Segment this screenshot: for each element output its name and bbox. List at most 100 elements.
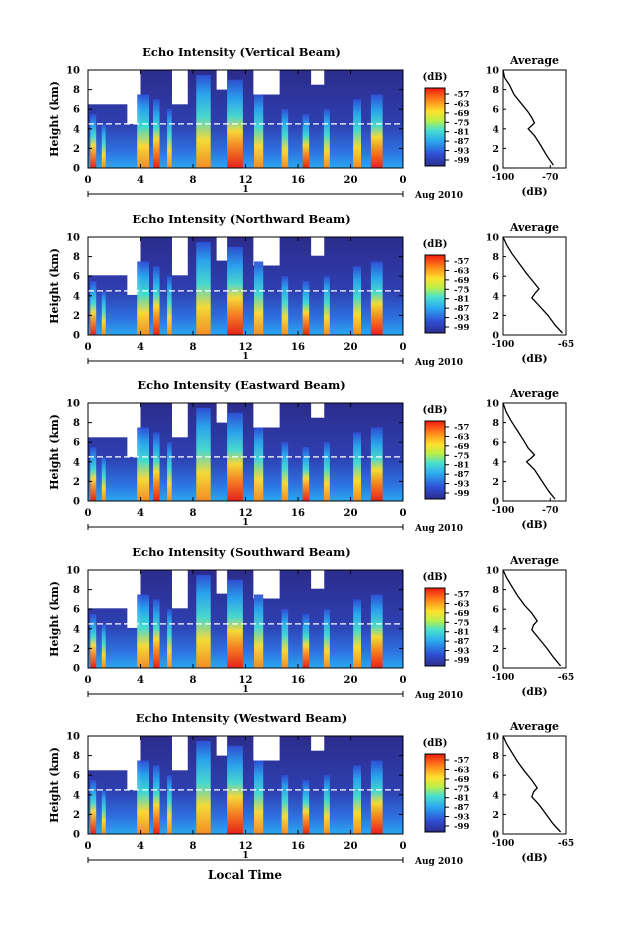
echo-column (167, 442, 172, 501)
x-tick-label: 12 (239, 342, 253, 353)
colorbar-title: (dB) (423, 572, 448, 583)
echo-column (137, 594, 150, 668)
no-echo-region (216, 570, 228, 594)
x-tick-label: 4 (137, 342, 144, 353)
profile-frame (502, 569, 567, 669)
colorbar-tick-label: -87 (454, 304, 469, 314)
y-tick-label: 8 (73, 585, 80, 596)
profile-line (502, 569, 562, 667)
date-bar-label: 1 (242, 352, 248, 362)
echo-column (90, 614, 97, 668)
profile-line (502, 236, 563, 334)
no-echo-region (172, 237, 188, 276)
echo-column (254, 594, 264, 668)
no-echo-region (172, 570, 188, 609)
colorbar-tick-label: -69 (454, 775, 469, 785)
colorbar-tick-label: -87 (454, 137, 469, 147)
profile-x-tick-label: -70 (542, 506, 558, 516)
y-axis-label: Height (km) (48, 747, 61, 823)
colorbar-tick-label: -81 (454, 628, 469, 638)
x-tick-label: 12 (239, 675, 253, 686)
profile-y-tick-label: 10 (486, 233, 500, 244)
no-echo-region (253, 237, 280, 266)
x-tick-label: 0 (400, 508, 407, 519)
colorbar-tick-label: -63 (454, 599, 469, 609)
chart-title: Echo Intensity (Vertical Beam) (142, 45, 341, 59)
echo-column (90, 447, 97, 501)
echo-column (281, 775, 289, 834)
profile-y-tick-label: 10 (486, 399, 500, 410)
profile-x-tick-label: -65 (558, 340, 574, 350)
profile-y-tick-label: 10 (486, 66, 500, 77)
x-tick-label: 20 (344, 175, 358, 186)
echo-column (90, 114, 97, 168)
profile-y-tick-label: 10 (486, 732, 500, 743)
profile-title: Average (509, 720, 559, 733)
y-tick-label: 8 (73, 751, 80, 762)
profile-x-tick-label: -100 (492, 173, 515, 183)
no-echo-region (216, 70, 228, 90)
profile-x-label: (dB) (521, 186, 547, 198)
profile-y-tick-label: 6 (492, 272, 499, 283)
profile-x-tick-label: -100 (492, 340, 515, 350)
x-tick-label: 0 (85, 175, 92, 186)
echo-column (370, 94, 383, 168)
profile-y-tick-label: 2 (492, 311, 499, 322)
echo-column (101, 123, 106, 168)
profile-y-tick-label: 2 (492, 477, 499, 488)
colorbar-tick-label: -69 (454, 609, 469, 619)
chart-title: Echo Intensity (Eastward Beam) (137, 378, 345, 392)
y-tick-label: 10 (66, 66, 80, 77)
echo-column (152, 266, 160, 335)
echo-column (302, 780, 310, 834)
echo-column (323, 109, 330, 168)
echo-column (323, 442, 330, 501)
profile-title: Average (509, 387, 559, 400)
y-tick-label: 2 (73, 144, 80, 155)
echo-column (101, 789, 106, 834)
echo-column (370, 760, 383, 834)
date-bar-label: 1 (242, 185, 248, 195)
echo-column (302, 447, 310, 501)
colorbar-tick-label: -63 (454, 432, 469, 442)
echo-column (323, 609, 330, 668)
echo-column (137, 261, 150, 335)
profile-frame (502, 236, 567, 336)
no-echo-region (253, 570, 280, 599)
x-tick-label: 0 (85, 508, 92, 519)
x-tick-label: 16 (291, 175, 305, 186)
profile-y-tick-label: 4 (492, 457, 499, 468)
profile-x-label: (dB) (521, 519, 547, 531)
echo-column (353, 432, 361, 501)
y-tick-label: 8 (73, 85, 80, 96)
y-tick-label: 4 (73, 291, 80, 302)
date-bar-label: 1 (242, 518, 248, 528)
echo-column (254, 94, 264, 168)
date-bar-label: 1 (242, 851, 248, 861)
no-echo-region (172, 736, 188, 771)
profile-x-tick-label: -70 (542, 173, 558, 183)
no-echo-region (216, 403, 228, 423)
date-label: Aug 2010 (414, 691, 463, 701)
x-tick-label: 0 (400, 841, 407, 852)
x-tick-label: 8 (190, 342, 197, 353)
y-tick-label: 4 (73, 124, 80, 135)
panel-5: Echo Intensity (Westward Beam)0246810Hei… (48, 711, 574, 867)
profile-line (502, 402, 556, 500)
x-tick-label: 0 (85, 342, 92, 353)
y-tick-label: 8 (73, 252, 80, 263)
colorbar-tick-label: -69 (454, 442, 469, 452)
colorbar-title: (dB) (423, 405, 448, 416)
y-axis-label: Height (km) (48, 81, 61, 157)
echo-column (167, 609, 172, 668)
no-echo-region (216, 736, 228, 756)
x-tick-label: 8 (190, 841, 197, 852)
profile-y-tick-label: 0 (492, 830, 499, 841)
echo-column (101, 290, 106, 335)
y-tick-label: 0 (73, 497, 80, 508)
profile-y-tick-label: 2 (492, 144, 499, 155)
colorbar (424, 420, 446, 500)
x-tick-label: 16 (291, 508, 305, 519)
profile-title: Average (509, 221, 559, 234)
